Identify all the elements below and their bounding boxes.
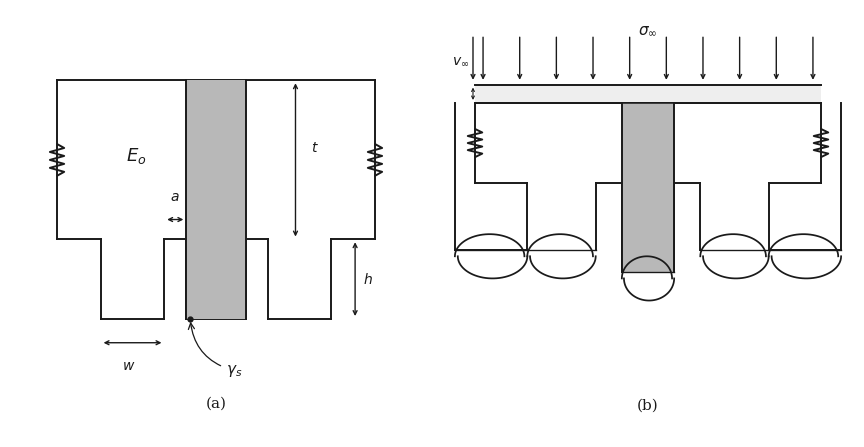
Bar (475, 84, 821, 103)
Text: $w$: $w$ (122, 358, 136, 373)
Text: $\sigma_\infty$: $\sigma_\infty$ (638, 24, 658, 38)
Text: (b): (b) (637, 399, 659, 413)
Text: (a): (a) (206, 396, 226, 410)
Text: $a$: $a$ (170, 190, 180, 204)
Text: $v_\infty$: $v_\infty$ (452, 54, 469, 67)
Text: $E_o$: $E_o$ (126, 146, 147, 166)
Bar (187, 80, 245, 319)
Text: $t$: $t$ (311, 141, 320, 155)
Text: $h$: $h$ (363, 272, 373, 287)
Text: $\gamma_s$: $\gamma_s$ (188, 323, 242, 379)
Bar (622, 103, 674, 272)
